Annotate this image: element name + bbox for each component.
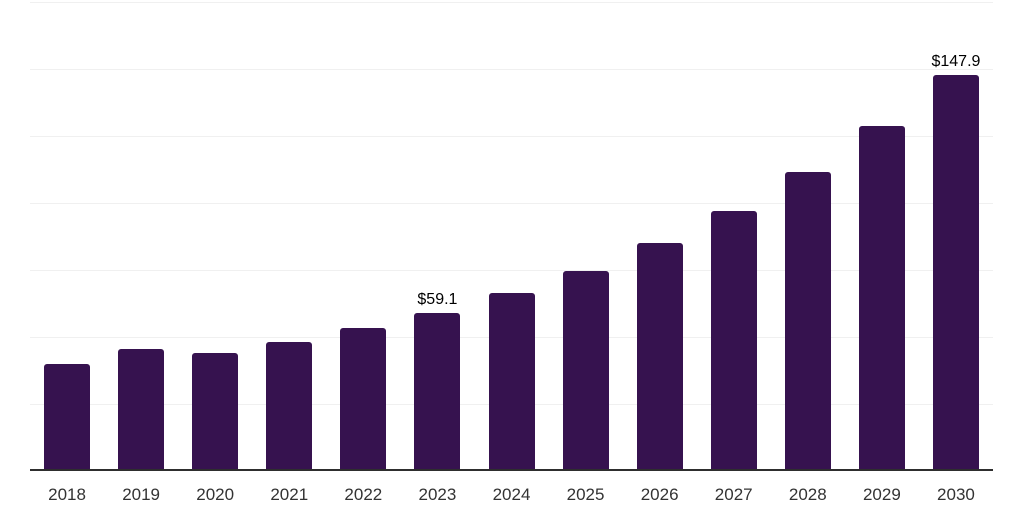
x-axis-line (30, 469, 993, 471)
bar-value-label-2023: $59.1 (417, 290, 458, 308)
x-tick-label-2022: 2022 (344, 485, 383, 504)
bar-2021 (266, 341, 313, 471)
x-tick-label-2018: 2018 (48, 485, 86, 504)
bar-2030 (932, 74, 979, 471)
bar-value-label-2030: $147.9 (931, 52, 981, 70)
bar-2022 (340, 327, 387, 471)
x-tick-label-2026: 2026 (640, 485, 679, 504)
x-tick-label-2030: 2030 (937, 485, 975, 504)
x-tick-label-2023: 2023 (418, 485, 457, 504)
gridline-75 (30, 270, 993, 271)
x-tick-label-2028: 2028 (788, 485, 827, 504)
x-tick-label-2020: 2020 (196, 485, 235, 504)
x-tick-label-2021: 2021 (270, 485, 309, 504)
x-tick-label-2027: 2027 (714, 485, 753, 504)
bar-2027 (710, 211, 757, 471)
bar-2020 (192, 352, 239, 471)
gridline-125 (30, 136, 993, 137)
bar-2024 (488, 292, 535, 471)
x-tick-label-2025: 2025 (566, 485, 605, 504)
x-tick-label-2024: 2024 (492, 485, 531, 504)
bar-2025 (562, 270, 609, 471)
bar-2026 (636, 242, 683, 471)
x-tick-label-2029: 2029 (862, 485, 901, 504)
gridline-150 (30, 69, 993, 70)
bar-2023 (414, 312, 461, 471)
plot-area: $59.1 $147.9 (30, 2, 993, 471)
bar-2018 (44, 364, 91, 471)
bar-2029 (858, 126, 905, 471)
x-tick-label-2019: 2019 (122, 485, 161, 504)
bar-2028 (784, 172, 831, 471)
gridline-175 (30, 2, 993, 3)
bar-2019 (118, 348, 165, 471)
gridline-100 (30, 203, 993, 205)
x-axis: 2018 2019 2020 2021 2022 2023 2024 2025 2026 2027… (30, 486, 993, 506)
